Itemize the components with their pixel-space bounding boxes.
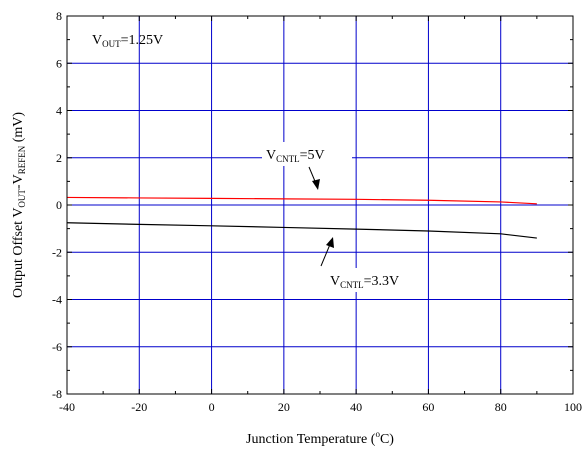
x-tick-label: -40: [59, 400, 75, 414]
x-tick-label: 40: [350, 400, 362, 414]
x-tick-label: 20: [278, 400, 290, 414]
y-tick-label: -4: [52, 293, 62, 307]
y-tick-label: -2: [52, 245, 62, 259]
grid: [67, 16, 573, 394]
x-tick-label: 80: [495, 400, 507, 414]
x-axis-title: Junction Temperature (oC): [246, 429, 394, 447]
x-tick-label: 60: [422, 400, 434, 414]
x-tick-label: 0: [209, 400, 215, 414]
annotation-vcntl33-bg: [325, 268, 425, 292]
y-tick-label: -8: [52, 387, 62, 401]
annotation-vcntl5-bg: [262, 142, 352, 166]
x-tick-label: -20: [131, 400, 147, 414]
series-line-0: [66, 196, 537, 205]
ticks: [66, 15, 574, 395]
x-tick-label: 100: [564, 400, 582, 414]
y-tick-label: 6: [56, 56, 62, 70]
y-tick-label: 0: [56, 198, 62, 212]
y-tick-label: 8: [56, 9, 62, 23]
annotation-vout: VOUT=1.25V: [92, 33, 163, 49]
y-tick-label: 2: [56, 151, 62, 165]
annotation-vcntl5: VCNTL=5V: [266, 148, 325, 164]
arrow-vcntl5-head: [312, 179, 320, 190]
series-layer: [66, 196, 537, 239]
y-axis-title: Output Offset VOUT-VREFEN (mV): [11, 112, 27, 298]
y-tick-label: 4: [56, 104, 62, 118]
arrow-vcntl33-head: [326, 237, 334, 248]
y-tick-label: -6: [52, 340, 62, 354]
series-line-1: [66, 222, 537, 239]
annotation-vcntl33: VCNTL=3.3V: [330, 274, 399, 290]
